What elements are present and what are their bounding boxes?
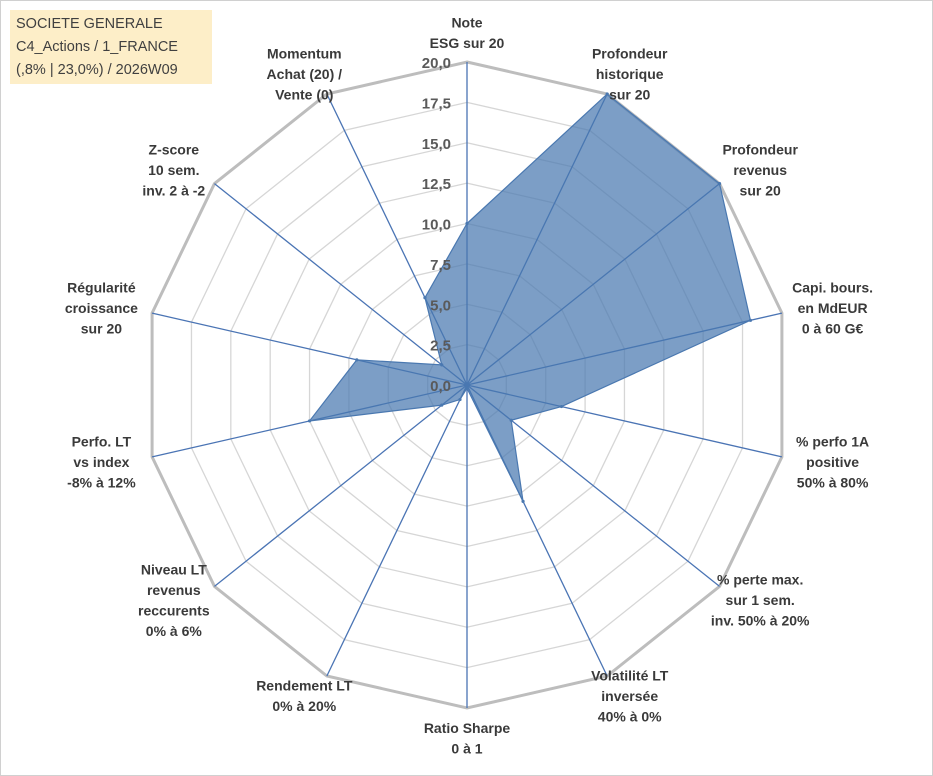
title-category: C4_Actions / 1_FRANCE xyxy=(16,39,178,55)
axis-label-line: % perte max. xyxy=(717,572,803,588)
axis-label-line: 0% à 6% xyxy=(146,623,203,639)
axis-label-line: 0 à 1 xyxy=(451,741,482,757)
axis-label-line: Note xyxy=(451,15,482,31)
axis-label-line: revenus xyxy=(733,162,787,178)
axis-label: Volatilité LT inversée 40% à 0% xyxy=(591,667,669,724)
axis-label-line: Perfo. LT xyxy=(72,433,132,449)
axis-label-line: % perfo 1A xyxy=(796,433,869,449)
axis-label-line: vs index xyxy=(73,454,129,470)
axis-label-line: ESG sur 20 xyxy=(430,35,505,51)
axis-label-line: Profondeur xyxy=(592,46,668,62)
data-point xyxy=(458,397,462,402)
axis-label-line: Vente (0) xyxy=(275,87,333,103)
axis-label-line: reccurents xyxy=(138,602,210,618)
axis-label-line: sur 20 xyxy=(740,182,781,198)
axis-label: Capi. bours. en MdEUR 0 à 60 G€ xyxy=(792,280,873,337)
axis-label: Rendement LT 0% à 20% xyxy=(256,678,353,715)
axis-label-line: inversée xyxy=(601,688,658,704)
axis-spoke xyxy=(214,183,468,386)
axis-label-line: croissance xyxy=(65,300,138,316)
axis-label-line: inv. 50% à 20% xyxy=(711,613,810,629)
data-point xyxy=(440,363,444,367)
tick-label: 0,0 xyxy=(430,378,451,395)
data-point xyxy=(465,386,469,390)
data-point xyxy=(748,318,753,322)
axis-label-line: Achat (20) / xyxy=(267,66,343,82)
axis-label: Z-score 10 sem. inv. 2 à -2 xyxy=(142,141,205,198)
tick-label: 20,0 xyxy=(422,55,451,72)
series-area xyxy=(308,93,752,502)
axis-label-line: en MdEUR xyxy=(798,300,868,316)
series-layer xyxy=(307,92,753,504)
tick-label: 10,0 xyxy=(422,217,451,234)
axis-label: Régularité croissance sur 20 xyxy=(65,280,138,337)
data-point xyxy=(521,499,525,504)
axis-label-line: 10 sem. xyxy=(148,162,199,178)
tick-label: 15,0 xyxy=(422,136,451,153)
data-point xyxy=(423,296,427,300)
axis-label: Note ESG sur 20 xyxy=(430,15,505,52)
title-company: SOCIETE GENERALE xyxy=(16,16,163,32)
axis-label-line: Rendement LT xyxy=(256,678,353,694)
axis-label: Profondeur historique sur 20 xyxy=(592,46,668,103)
axis-label-line: Z-score xyxy=(149,141,200,157)
data-point xyxy=(717,182,722,186)
data-point xyxy=(465,221,469,226)
chart-title-box: SOCIETE GENERALE C4_Actions / 1_FRANCE (… xyxy=(10,10,212,84)
axis-spoke xyxy=(326,384,468,677)
axis-label-line: positive xyxy=(806,454,859,470)
tick-label: 17,5 xyxy=(422,95,451,112)
axis-label-line: sur 1 sem. xyxy=(726,592,795,608)
data-point xyxy=(509,418,513,422)
axis-label-line: Régularité xyxy=(67,280,136,296)
axis-label: Profondeur revenus sur 20 xyxy=(722,141,798,198)
data-point xyxy=(440,403,444,407)
axis-label-line: Momentum xyxy=(267,46,342,62)
data-point xyxy=(605,92,609,96)
data-point xyxy=(355,358,359,362)
data-point xyxy=(307,419,312,423)
axis-label: Momentum Achat (20) / Vente (0) xyxy=(267,46,343,103)
axis-label-line: 0% à 20% xyxy=(272,698,336,714)
axis-label-line: Niveau LT xyxy=(141,561,207,577)
axis-label-line: historique xyxy=(596,66,664,82)
axis-label: Perfo. LT vs index -8% à 12% xyxy=(67,433,136,490)
axis-label-line: 50% à 80% xyxy=(797,474,869,490)
axis-spoke xyxy=(214,384,468,587)
axis-label-line: revenus xyxy=(147,582,201,598)
axis-label: % perfo 1A positive 50% à 80% xyxy=(796,433,869,490)
axis-label-line: 0 à 60 G€ xyxy=(802,321,864,337)
tick-label: 12,5 xyxy=(422,176,451,193)
tick-label: 5,0 xyxy=(430,297,451,314)
axis-label-line: Profondeur xyxy=(722,141,798,157)
tick-label: 7,5 xyxy=(430,257,451,274)
axis-label-line: Volatilité LT xyxy=(591,667,669,683)
title-period: (,8% | 23,0%) / 2026W09 xyxy=(16,62,178,78)
axis-label: % perte max. sur 1 sem. inv. 50% à 20% xyxy=(711,572,810,629)
axis-label: Ratio Sharpe 0 à 1 xyxy=(424,720,511,757)
axis-label-layer: Note ESG sur 20 Profondeur historique sur 20… xyxy=(65,15,873,757)
axis-label-line: -8% à 12% xyxy=(67,474,136,490)
axis-label-line: 40% à 0% xyxy=(598,708,662,724)
axis-label-line: sur 20 xyxy=(81,321,122,337)
axis-label: Niveau LT revenus reccurents 0% à 6% xyxy=(138,561,210,639)
axis-label-line: Ratio Sharpe xyxy=(424,720,511,736)
tick-label: 2,5 xyxy=(430,338,451,355)
data-point xyxy=(559,404,564,409)
axis-label-line: inv. 2 à -2 xyxy=(142,182,205,198)
axis-label-line: Capi. bours. xyxy=(792,280,873,296)
axis-label-line: sur 20 xyxy=(609,87,650,103)
tick-layer: 0,0 2,5 5,0 7,5 10,0 12,5 15,0 17,5 20,0 xyxy=(422,55,451,395)
